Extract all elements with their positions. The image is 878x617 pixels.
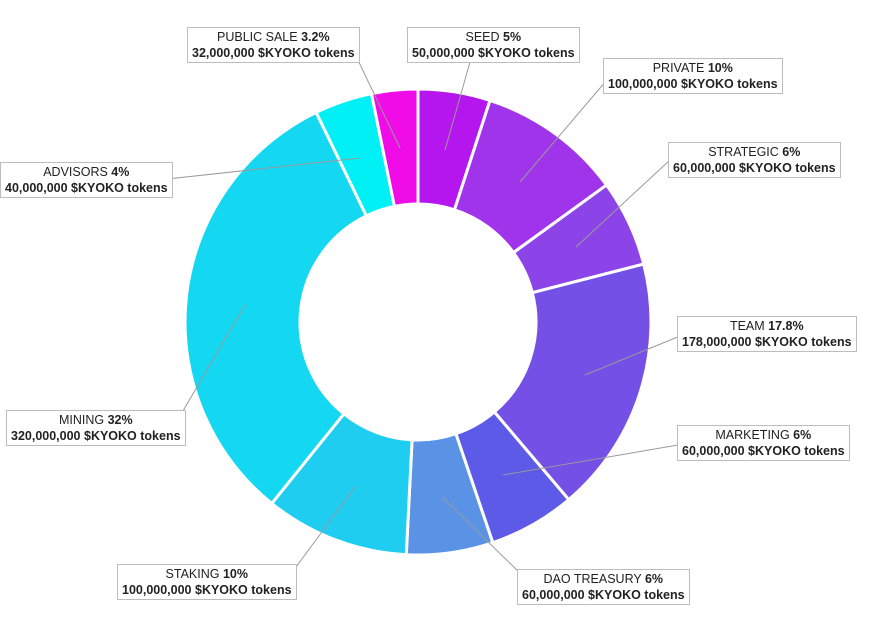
label-tokens: 100,000,000 $KYOKO tokens [122,583,292,597]
label-percent: 6% [793,428,812,442]
leader-line [172,304,246,429]
label-name: ADVISORS [43,165,112,179]
label-name: TEAM [729,319,769,333]
leader-line [584,335,681,376]
label-percent: 32% [107,413,133,427]
label-tokens: 320,000,000 $KYOKO tokens [11,429,181,443]
slice-team [492,262,653,502]
leader-line [355,55,401,149]
label-percent: 5% [503,30,522,44]
data-label: PUBLIC SALE 3.2% 32,000,000 $KYOKO tokens [187,27,360,63]
label-percent: 17.8% [768,319,804,333]
label-percent: 6% [644,572,664,586]
label-tokens: 60,000,000 $KYOKO tokens [682,444,845,458]
label-category: ADVISORS 4% [5,164,168,180]
label-percent: 10% [222,567,248,581]
label-name: STAKING [165,567,223,581]
label-category: PUBLIC SALE 3.2% [192,29,355,45]
leader-line [441,496,523,576]
data-label: MINING 32% 320,000,000 $KYOKO tokens [6,410,186,446]
data-label: STRATEGIC 6% 60,000,000 $KYOKO tokens [668,142,841,178]
leader-line [519,73,613,183]
label-percent: 6% [782,145,801,159]
label-tokens: 60,000,000 $KYOKO tokens [673,161,836,175]
data-label: ADVISORS 4% 40,000,000 $KYOKO tokens [0,162,173,198]
label-percent: 4% [111,165,130,179]
data-label: PRIVATE 10% 100,000,000 $KYOKO tokens [603,58,783,94]
label-percent: 10% [707,61,733,75]
label-name: SEED [465,30,504,44]
leader-line [444,61,471,151]
slice-public-sale [369,87,420,209]
data-label: DAO TREASURY 6% 60,000,000 $KYOKO tokens [517,569,690,605]
data-label: MARKETING 6% 60,000,000 $KYOKO tokens [677,425,850,461]
label-tokens: 100,000,000 $KYOKO tokens [608,77,778,91]
data-label: STAKING 10% 100,000,000 $KYOKO tokens [117,564,297,600]
label-name: MINING [58,413,108,427]
label-name: MARKETING [715,428,794,442]
label-tokens: 32,000,000 $KYOKO tokens [192,46,355,60]
label-name: PUBLIC SALE [217,30,302,44]
data-label: TEAM 17.8% 178,000,000 $KYOKO tokens [677,316,857,352]
label-tokens: 178,000,000 $KYOKO tokens [682,335,852,349]
leader-line [157,157,361,181]
label-percent: 3.2% [301,30,330,44]
label-category: STRATEGIC 6% [673,144,836,160]
label-tokens: 50,000,000 $KYOKO tokens [412,46,575,60]
leader-line [502,444,679,476]
slice-mining [183,110,369,506]
label-category: SEED 5% [412,29,575,45]
leader-line [575,159,671,248]
label-category: STAKING 10% [122,566,292,582]
label-category: TEAM 17.8% [682,318,852,334]
label-category: MINING 32% [11,412,181,428]
leader-line [284,486,356,583]
label-name: STRATEGIC [708,145,783,159]
label-category: MARKETING 6% [682,427,845,443]
label-category: DAO TREASURY 6% [522,571,685,587]
label-tokens: 60,000,000 $KYOKO tokens [522,588,685,602]
label-name: DAO TREASURY [543,572,645,586]
label-name: PRIVATE [652,61,708,75]
label-category: PRIVATE 10% [608,60,778,76]
data-label: SEED 5% 50,000,000 $KYOKO tokens [407,27,580,63]
label-tokens: 40,000,000 $KYOKO tokens [5,181,168,195]
